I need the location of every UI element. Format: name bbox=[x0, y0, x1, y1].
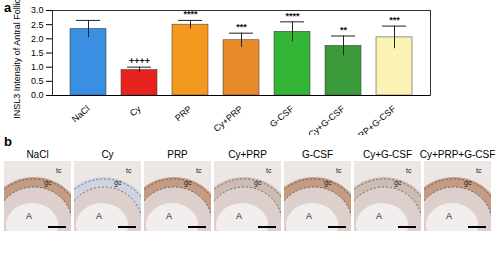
svg-text:gc: gc bbox=[184, 179, 192, 187]
svg-text:tc: tc bbox=[406, 167, 412, 174]
svg-text:A: A bbox=[446, 211, 452, 221]
html-text:a: a bbox=[4, 0, 12, 15]
html-text:b: b bbox=[4, 134, 12, 149]
svg-text:A: A bbox=[376, 211, 382, 221]
svg-text:gc: gc bbox=[254, 179, 262, 187]
svg-text:A: A bbox=[166, 211, 172, 221]
svg-text:gc: gc bbox=[324, 179, 332, 187]
svg-text:tc: tc bbox=[266, 167, 272, 174]
svg-text:2.5: 2.5 bbox=[31, 20, 44, 30]
svg-text:2.0: 2.0 bbox=[31, 34, 44, 44]
svg-text:**: ** bbox=[340, 25, 348, 35]
svg-text:gc: gc bbox=[394, 179, 402, 187]
html-text:Cy+PRP+G-CSF: Cy+PRP+G-CSF bbox=[419, 149, 496, 160]
svg-text:A: A bbox=[96, 211, 102, 221]
svg-text:Cy: Cy bbox=[128, 103, 143, 118]
svg-text:tc: tc bbox=[476, 167, 482, 174]
svg-text:tc: tc bbox=[336, 167, 342, 174]
html-text:Cy+PRP: Cy+PRP bbox=[228, 149, 267, 160]
svg-text:tc: tc bbox=[126, 167, 132, 174]
svg-text:A: A bbox=[306, 211, 312, 221]
svg-text:***: *** bbox=[389, 15, 400, 25]
svg-text:tc: tc bbox=[56, 167, 62, 174]
svg-text:***: *** bbox=[236, 22, 247, 32]
html-text:Cy: Cy bbox=[101, 149, 114, 160]
svg-text:Cy+PRP: Cy+PRP bbox=[212, 104, 245, 134]
svg-text:0.5: 0.5 bbox=[31, 76, 44, 86]
svg-text:1.0: 1.0 bbox=[31, 62, 44, 72]
svg-text:++++: ++++ bbox=[129, 56, 150, 66]
svg-text:G-CSF: G-CSF bbox=[268, 103, 296, 129]
svg-text:gc: gc bbox=[114, 179, 122, 187]
svg-text:gc: gc bbox=[464, 179, 472, 187]
svg-text:PRP: PRP bbox=[173, 104, 194, 124]
svg-text:3.0: 3.0 bbox=[31, 5, 44, 15]
svg-text:A: A bbox=[26, 211, 32, 221]
svg-text:Cy+G-CSF: Cy+G-CSF bbox=[306, 103, 347, 135]
svg-text:gc: gc bbox=[44, 179, 52, 187]
html-text:G-CSF: G-CSF bbox=[301, 149, 333, 160]
svg-text:1.5: 1.5 bbox=[31, 48, 44, 58]
html-text:PRP: PRP bbox=[167, 149, 188, 160]
html-text:NaCl: NaCl bbox=[26, 149, 49, 160]
svg-text:INSL3 Intensity of Antral Foll: INSL3 Intensity of Antral Follicles bbox=[12, 0, 22, 119]
svg-text:A: A bbox=[236, 211, 242, 221]
svg-text:****: **** bbox=[285, 11, 300, 21]
svg-text:tc: tc bbox=[196, 167, 202, 174]
svg-text:NaCl: NaCl bbox=[70, 104, 92, 125]
svg-text:0.0: 0.0 bbox=[31, 90, 44, 100]
html-text:Cy+G-CSF: Cy+G-CSF bbox=[362, 149, 413, 160]
svg-text:Cy+PRP+G-CSF: Cy+PRP+G-CSF bbox=[339, 103, 398, 135]
